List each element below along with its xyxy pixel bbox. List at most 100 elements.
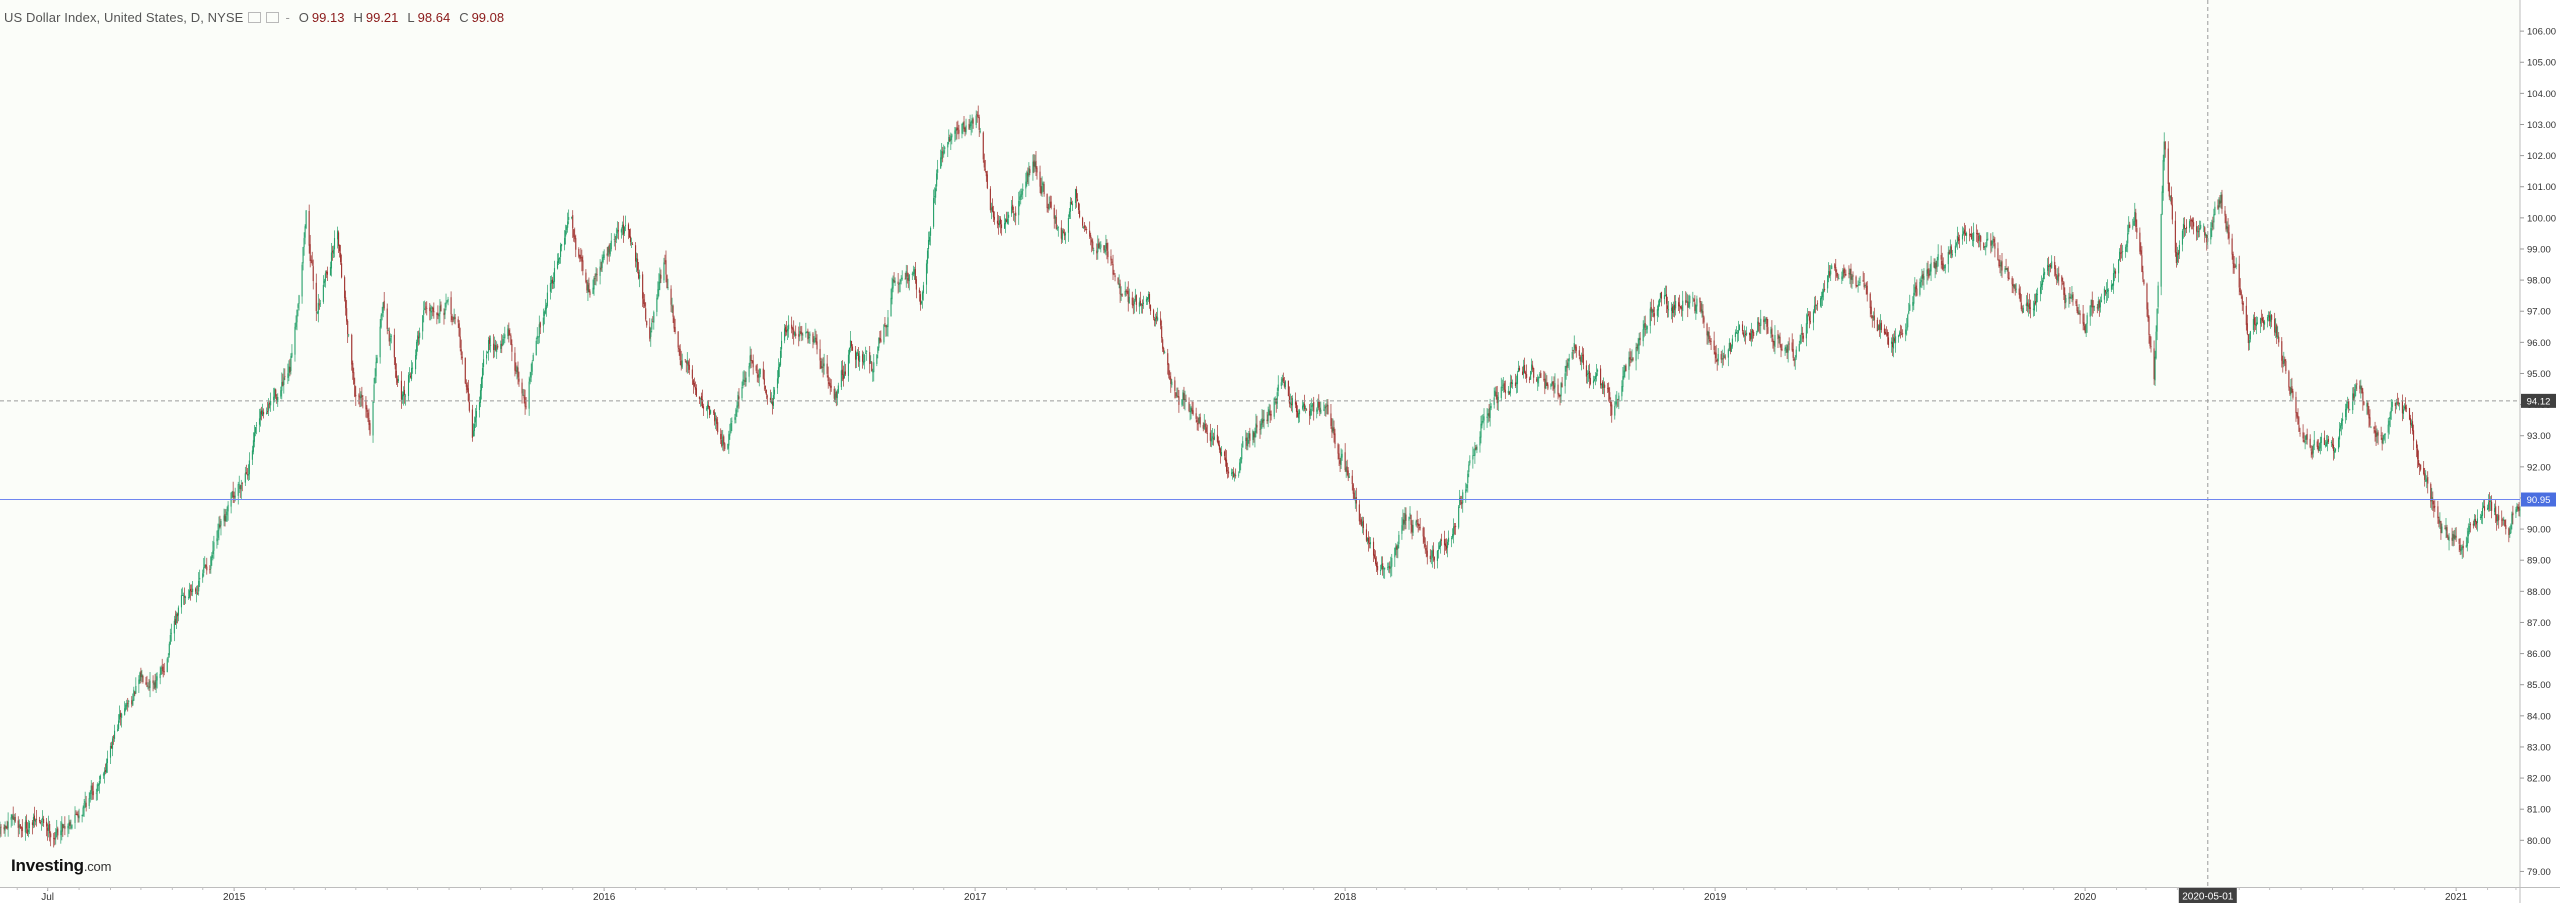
candle-body bbox=[121, 713, 123, 718]
candle-body bbox=[1990, 240, 1992, 246]
candle bbox=[1568, 353, 1570, 371]
candle bbox=[1249, 427, 1251, 448]
candle bbox=[379, 318, 381, 364]
candle bbox=[1934, 258, 1936, 279]
candle-body bbox=[2044, 271, 2046, 275]
candle-body bbox=[1502, 384, 1504, 386]
candle bbox=[475, 404, 477, 427]
candle bbox=[1615, 394, 1617, 407]
candle-body bbox=[2020, 302, 2022, 310]
candle bbox=[671, 297, 673, 313]
candle bbox=[693, 377, 695, 388]
candle bbox=[1390, 556, 1392, 578]
candle bbox=[124, 701, 126, 716]
candle bbox=[639, 269, 641, 288]
candle-body bbox=[1518, 367, 1521, 371]
candle-body bbox=[1254, 430, 1256, 438]
candle bbox=[1013, 206, 1015, 221]
candle-body bbox=[2107, 290, 2109, 292]
candle-body bbox=[397, 378, 399, 382]
candle-body bbox=[1890, 341, 1893, 344]
candle-body bbox=[1253, 432, 1255, 438]
candle-body bbox=[2306, 434, 2308, 440]
candle bbox=[743, 370, 745, 385]
candle bbox=[614, 236, 616, 251]
candle bbox=[836, 389, 838, 406]
candle-body bbox=[1197, 423, 1199, 425]
candle bbox=[766, 394, 768, 405]
candle bbox=[1270, 410, 1272, 421]
candle-body bbox=[77, 814, 79, 818]
candle bbox=[1716, 358, 1718, 371]
candle bbox=[1189, 404, 1191, 421]
candle bbox=[353, 367, 355, 385]
candle bbox=[240, 479, 242, 500]
candle-body bbox=[2056, 275, 2058, 280]
candle-body bbox=[1239, 462, 1241, 473]
candle-body bbox=[155, 680, 157, 688]
candle-body bbox=[1079, 210, 1081, 218]
candle bbox=[2042, 277, 2044, 290]
candle-body bbox=[1517, 368, 1520, 373]
candle bbox=[162, 663, 164, 678]
candle-body bbox=[617, 230, 619, 232]
candle-body bbox=[528, 381, 530, 409]
candle bbox=[1100, 241, 1102, 253]
candle bbox=[465, 379, 467, 394]
candle bbox=[199, 569, 201, 587]
candle-body bbox=[2298, 425, 2300, 432]
candle-body bbox=[1401, 525, 1403, 534]
candle bbox=[113, 724, 116, 742]
candle-body bbox=[759, 368, 761, 375]
candle bbox=[105, 758, 107, 774]
candle-body bbox=[83, 803, 85, 809]
candle-body bbox=[1614, 406, 1616, 416]
candle-body bbox=[1997, 248, 1999, 261]
candle bbox=[131, 696, 133, 708]
candle bbox=[694, 381, 696, 395]
candle-body bbox=[914, 269, 916, 280]
candle bbox=[1409, 506, 1411, 520]
candle bbox=[1217, 436, 1219, 447]
candle bbox=[472, 423, 474, 437]
candle bbox=[2048, 256, 2050, 277]
candle bbox=[337, 226, 339, 249]
candle bbox=[1544, 371, 1546, 395]
candle bbox=[283, 368, 285, 394]
candle-body bbox=[488, 340, 490, 352]
candle-body bbox=[261, 410, 264, 417]
candle-body bbox=[2185, 226, 2188, 229]
candle bbox=[1415, 519, 1417, 527]
candle bbox=[1203, 414, 1205, 430]
candle-body bbox=[1546, 382, 1548, 386]
candle bbox=[303, 232, 305, 256]
candle-body bbox=[1973, 232, 1975, 242]
candle bbox=[1121, 293, 1123, 297]
candle bbox=[940, 149, 942, 169]
candle bbox=[160, 665, 162, 675]
candle-body bbox=[2224, 210, 2226, 216]
candle-body bbox=[1621, 386, 1623, 397]
candle bbox=[380, 313, 382, 329]
candle bbox=[885, 324, 887, 337]
candle-body bbox=[255, 424, 258, 426]
candle-body bbox=[2225, 215, 2227, 230]
candle bbox=[2288, 369, 2290, 391]
candle-body bbox=[2270, 315, 2272, 322]
candle-body bbox=[1318, 402, 1320, 408]
candle-body bbox=[823, 363, 825, 367]
candle-body bbox=[283, 377, 285, 385]
candle bbox=[791, 316, 793, 334]
candle bbox=[515, 362, 517, 375]
candle bbox=[126, 699, 128, 710]
candle bbox=[2068, 292, 2070, 308]
candle bbox=[1808, 311, 1810, 329]
candle-body bbox=[1306, 409, 1308, 411]
candle bbox=[1644, 315, 1646, 336]
candle-body bbox=[1940, 254, 1942, 260]
candle-body bbox=[333, 238, 336, 250]
candle bbox=[1028, 162, 1030, 186]
candle bbox=[2360, 379, 2362, 399]
candle bbox=[138, 675, 140, 693]
